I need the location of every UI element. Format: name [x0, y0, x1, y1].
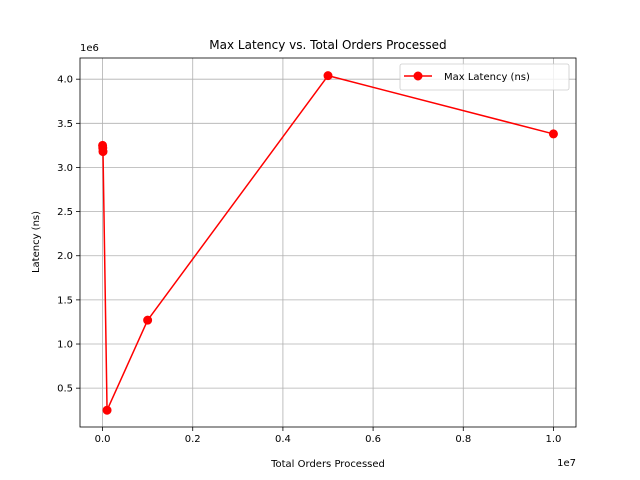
y-axis-title: Latency (ns) — [31, 211, 42, 273]
x-tick-label: 0.4 — [275, 434, 291, 445]
y-tick-label: 2.0 — [57, 251, 73, 262]
plot-series — [98, 71, 558, 415]
series-line — [101, 74, 554, 411]
data-point — [143, 315, 153, 325]
y-tick-label: 3.5 — [57, 119, 73, 130]
legend-box — [399, 63, 570, 91]
y-tick-label: 1.5 — [57, 295, 73, 306]
y-tick-label: 1.0 — [57, 340, 73, 351]
axes-frame — [79, 57, 577, 428]
chart-title: Max Latency vs. Total Orders Processed — [209, 38, 446, 52]
x-tick-label: 0.2 — [185, 434, 201, 445]
x-tick-label: 1.0 — [546, 434, 562, 445]
data-point — [323, 71, 333, 81]
y-axis-offset-label: 1e6 — [80, 43, 99, 54]
axis-ticks: 0.0 0.2 0.4 0.6 0.8 1.0 0.5 1.0 1.5 2.0 2.5 3.0 3.5 4… — [57, 75, 561, 445]
data-point — [102, 405, 112, 415]
legend-entry-label: Max Latency (ns) — [444, 72, 530, 83]
y-tick-label: 4.0 — [57, 75, 73, 86]
x-axis-title: Total Orders Processed — [270, 459, 385, 470]
x-tick-label: 0.6 — [365, 434, 381, 445]
data-point — [548, 129, 558, 139]
x-tick-label: 0.0 — [95, 434, 111, 445]
data-point — [98, 147, 108, 157]
x-tick-label: 0.8 — [455, 434, 471, 445]
y-tick-label: 3.0 — [57, 163, 73, 174]
grid — [80, 58, 576, 427]
x-axis-offset-label: 1e7 — [557, 458, 576, 469]
y-tick-label: 2.5 — [57, 207, 73, 218]
legend: Max Latency (ns) — [399, 63, 570, 91]
legend-marker — [413, 71, 423, 81]
y-tick-label: 0.5 — [57, 384, 73, 395]
